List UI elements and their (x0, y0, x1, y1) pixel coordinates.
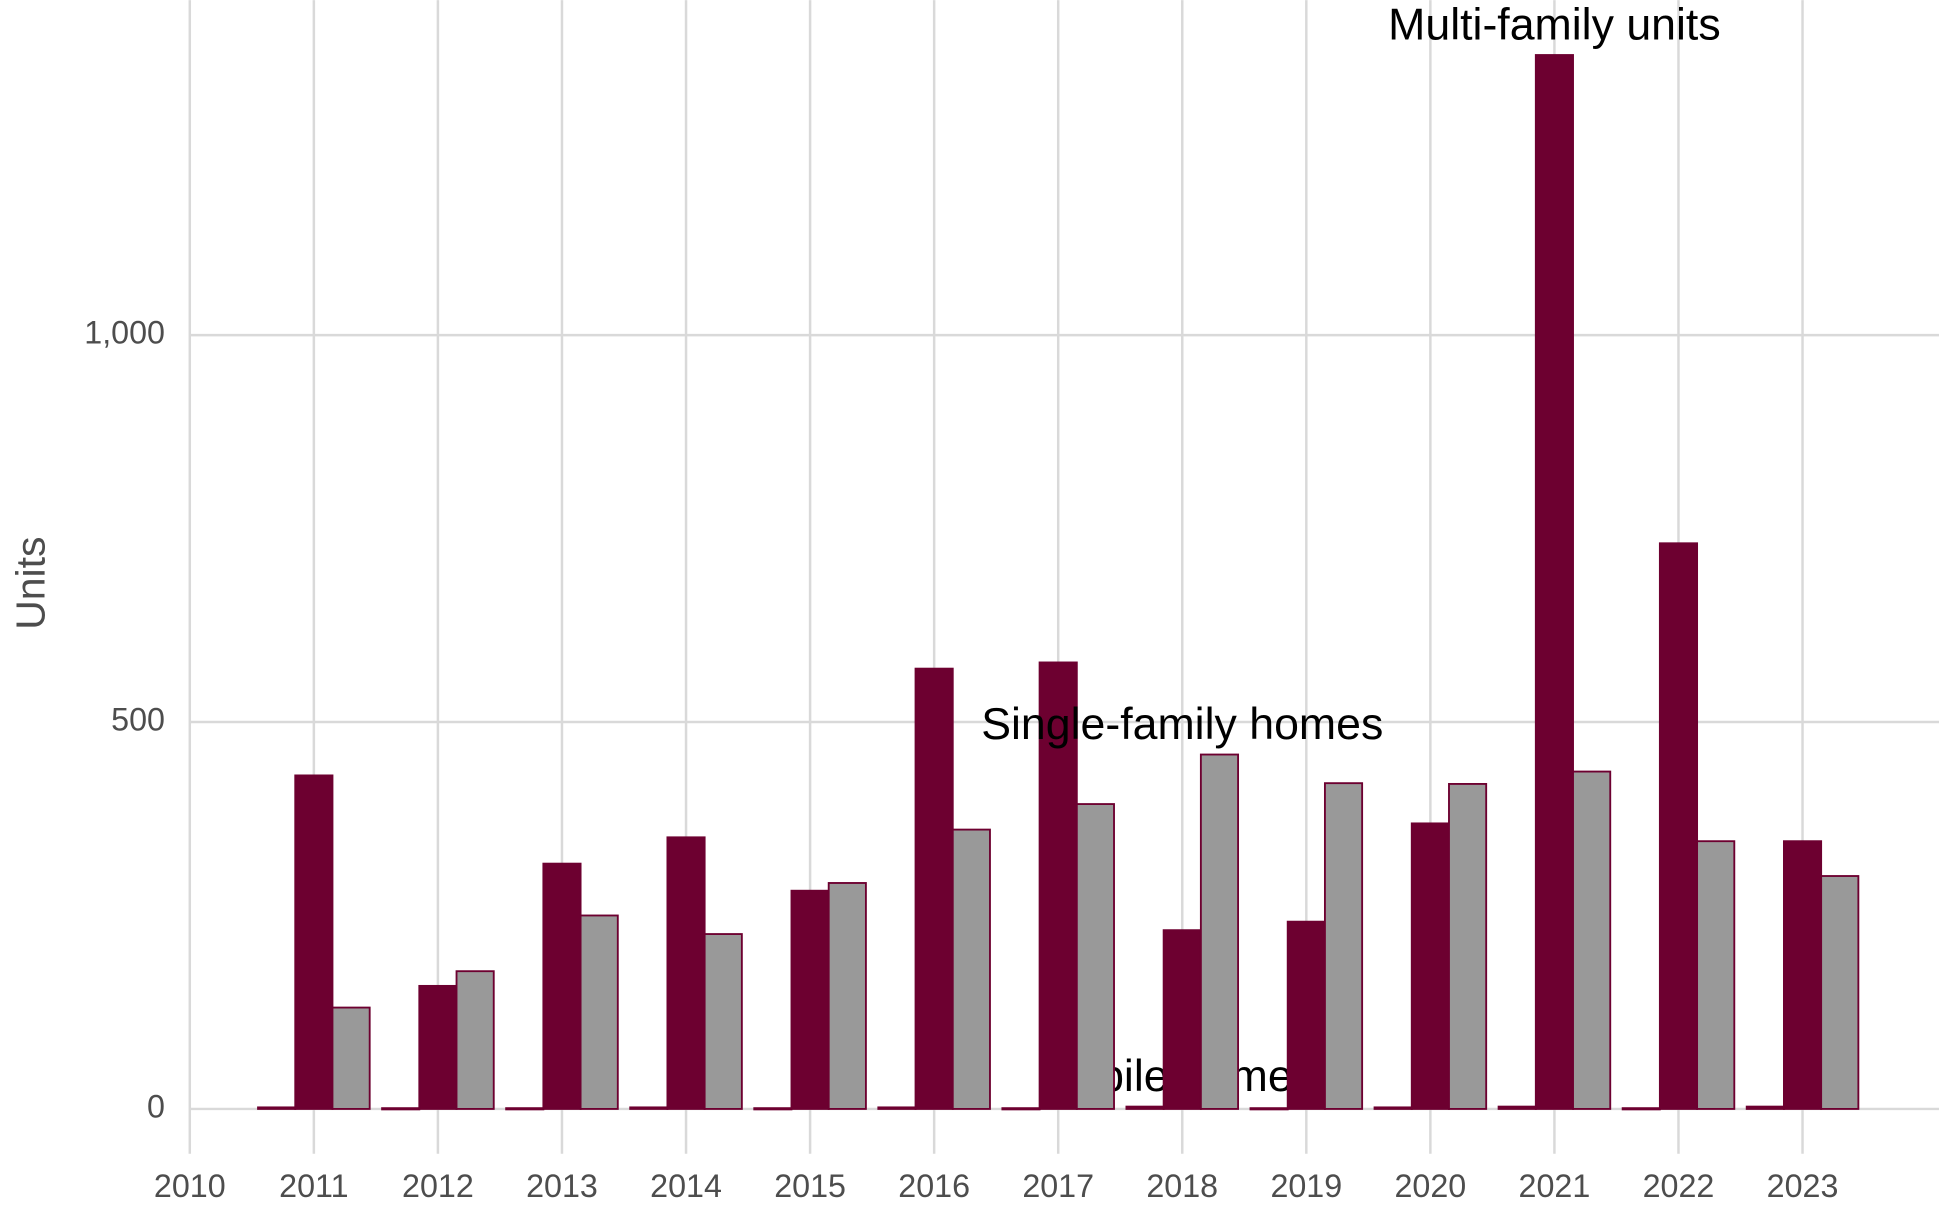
bar (1323, 782, 1364, 1110)
bar (1373, 1106, 1413, 1110)
bar (1038, 661, 1078, 1110)
bar (1162, 929, 1202, 1110)
x-tick-label: 2017 (1022, 1168, 1094, 1204)
bar (1658, 542, 1699, 1110)
bar (1249, 1107, 1289, 1111)
bar (1534, 54, 1574, 1110)
bar (629, 1106, 669, 1110)
bar (1745, 1105, 1785, 1110)
bar (703, 933, 743, 1110)
x-tick-label: 2011 (279, 1168, 348, 1204)
bar (1075, 803, 1115, 1110)
x-tick-label: 2023 (1767, 1168, 1839, 1204)
bar (455, 970, 495, 1110)
x-tick-label: 2012 (402, 1168, 474, 1204)
x-tick-label: 2021 (1519, 1168, 1591, 1204)
x-tick-label: 2016 (898, 1168, 970, 1204)
bar (1497, 1105, 1537, 1110)
bar (666, 836, 706, 1110)
bar (1621, 1107, 1661, 1111)
x-tick-label: 2018 (1146, 1168, 1218, 1204)
bar (753, 1107, 793, 1111)
x-tick-label: 2010 (154, 1168, 226, 1204)
series-label: Multi-family units (1388, 1, 1721, 50)
bar (257, 1106, 297, 1110)
y-axis-title: Units (7, 537, 53, 630)
bar (951, 828, 991, 1110)
x-tick-label: 2022 (1643, 1168, 1715, 1204)
bar (579, 914, 619, 1110)
bar (294, 774, 334, 1110)
bar (1696, 840, 1736, 1110)
x-tick-label: 2013 (526, 1168, 598, 1204)
bar (1001, 1107, 1041, 1111)
bar (381, 1107, 421, 1111)
bar (827, 882, 867, 1110)
y-tick-label: 500 (111, 702, 165, 738)
bar (1448, 783, 1488, 1110)
bar (1199, 753, 1240, 1110)
bar (1410, 822, 1450, 1110)
y-tick-label: 0 (147, 1088, 165, 1124)
bar (1286, 920, 1326, 1110)
bar (331, 1006, 371, 1110)
bar (1782, 840, 1823, 1110)
bar (790, 889, 830, 1110)
bar (505, 1107, 545, 1111)
bar (914, 667, 954, 1110)
y-tick-label: 1,000 (84, 315, 165, 351)
x-tick-label: 2014 (650, 1168, 722, 1204)
bar (1572, 770, 1612, 1110)
series-label: Single-family homes (981, 700, 1383, 749)
bar (877, 1106, 917, 1110)
bar (418, 984, 458, 1110)
bar (1820, 875, 1860, 1110)
bar (1125, 1105, 1165, 1110)
bar (542, 862, 582, 1110)
x-tick-label: 2020 (1394, 1168, 1466, 1204)
x-tick-label: 2019 (1270, 1168, 1342, 1204)
x-tick-label: 2015 (774, 1168, 846, 1204)
